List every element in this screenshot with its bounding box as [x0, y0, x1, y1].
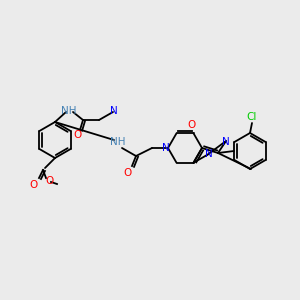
Text: O: O	[124, 168, 132, 178]
Text: N: N	[222, 137, 230, 147]
Text: O: O	[188, 120, 196, 130]
Text: NH: NH	[61, 106, 77, 116]
Text: Cl: Cl	[247, 112, 257, 122]
Text: N: N	[110, 106, 118, 116]
Text: NH: NH	[110, 137, 126, 147]
Text: O: O	[45, 176, 53, 186]
Text: O: O	[30, 180, 38, 190]
Text: N: N	[205, 149, 212, 159]
Text: O: O	[74, 130, 82, 140]
Text: N: N	[162, 143, 170, 153]
